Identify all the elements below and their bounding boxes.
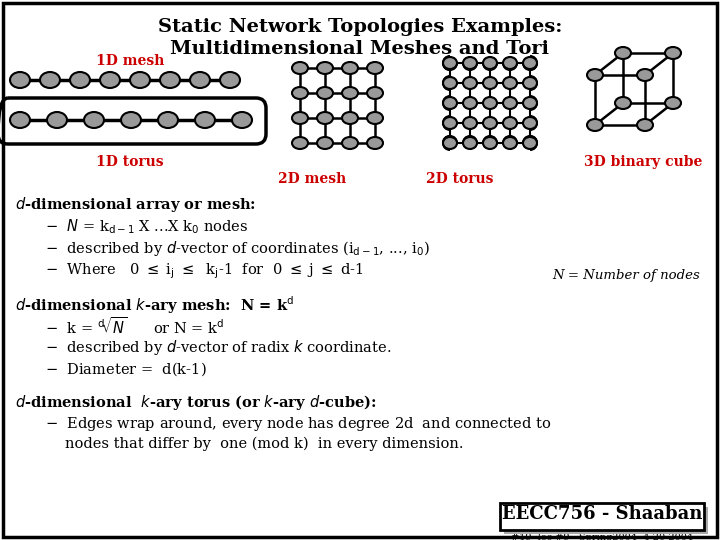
- Text: 2D mesh: 2D mesh: [278, 172, 346, 186]
- Text: #19  lec #9   Spring2004  4-20-2004: #19 lec #9 Spring2004 4-20-2004: [511, 533, 693, 540]
- Ellipse shape: [292, 87, 308, 99]
- Ellipse shape: [342, 87, 358, 99]
- Text: $\mathit{d}$-dimensional array or mesh:: $\mathit{d}$-dimensional array or mesh:: [15, 195, 256, 214]
- Ellipse shape: [523, 77, 537, 89]
- Ellipse shape: [443, 57, 457, 69]
- Ellipse shape: [483, 97, 497, 109]
- Ellipse shape: [84, 112, 104, 128]
- Ellipse shape: [523, 57, 537, 69]
- Ellipse shape: [463, 77, 477, 89]
- Ellipse shape: [367, 87, 383, 99]
- Text: 1D torus: 1D torus: [96, 155, 164, 169]
- Ellipse shape: [158, 112, 178, 128]
- Ellipse shape: [637, 69, 653, 81]
- Text: $\mathit{d}$-dimensional $\mathit{k}$-ary mesh:  N = k$^\mathrm{d}$: $\mathit{d}$-dimensional $\mathit{k}$-ar…: [15, 294, 294, 316]
- Ellipse shape: [483, 117, 497, 129]
- Text: 3D binary cube: 3D binary cube: [584, 155, 702, 169]
- Ellipse shape: [463, 57, 477, 69]
- Ellipse shape: [40, 72, 60, 88]
- Ellipse shape: [317, 137, 333, 149]
- Text: $-$  described by $\mathit{d}$-vector of coordinates (i$_{\mathrm{d-1}}$, ..., i: $-$ described by $\mathit{d}$-vector of …: [45, 239, 430, 258]
- Ellipse shape: [367, 112, 383, 124]
- Text: Multidimensional Meshes and Tori: Multidimensional Meshes and Tori: [171, 40, 549, 58]
- Ellipse shape: [292, 137, 308, 149]
- Text: $-$  Where   0 $\leq$ i$_\mathrm{j}$ $\leq$  k$_\mathrm{j}$-1  for  0 $\leq$ j $: $-$ Where 0 $\leq$ i$_\mathrm{j}$ $\leq$…: [45, 261, 364, 281]
- Text: $-$  described by $\mathit{d}$-vector of radix $\mathit{k}$ coordinate.: $-$ described by $\mathit{d}$-vector of …: [45, 338, 391, 357]
- Ellipse shape: [443, 77, 457, 89]
- Ellipse shape: [587, 119, 603, 131]
- Ellipse shape: [160, 72, 180, 88]
- Ellipse shape: [503, 117, 517, 129]
- Ellipse shape: [342, 62, 358, 74]
- Ellipse shape: [443, 117, 457, 129]
- Ellipse shape: [503, 97, 517, 109]
- Ellipse shape: [463, 117, 477, 129]
- Text: Static Network Topologies Examples:: Static Network Topologies Examples:: [158, 18, 562, 36]
- Ellipse shape: [637, 119, 653, 131]
- Ellipse shape: [121, 112, 141, 128]
- Ellipse shape: [665, 97, 681, 109]
- Text: 1D mesh: 1D mesh: [96, 54, 164, 68]
- Ellipse shape: [523, 97, 537, 109]
- Ellipse shape: [587, 69, 603, 81]
- Ellipse shape: [130, 72, 150, 88]
- Text: $-$  Diameter =  d(k-1): $-$ Diameter = d(k-1): [45, 360, 207, 377]
- Ellipse shape: [70, 72, 90, 88]
- Ellipse shape: [443, 97, 457, 109]
- Ellipse shape: [367, 62, 383, 74]
- Ellipse shape: [10, 72, 30, 88]
- Ellipse shape: [503, 137, 517, 149]
- Text: N = Number of nodes: N = Number of nodes: [552, 269, 700, 282]
- Ellipse shape: [483, 57, 497, 69]
- Ellipse shape: [292, 112, 308, 124]
- Ellipse shape: [232, 112, 252, 128]
- Ellipse shape: [317, 62, 333, 74]
- Ellipse shape: [523, 137, 537, 149]
- Ellipse shape: [503, 57, 517, 69]
- Ellipse shape: [483, 77, 497, 89]
- Ellipse shape: [665, 47, 681, 59]
- Ellipse shape: [367, 137, 383, 149]
- Ellipse shape: [220, 72, 240, 88]
- Ellipse shape: [10, 112, 30, 128]
- Ellipse shape: [342, 112, 358, 124]
- Ellipse shape: [317, 87, 333, 99]
- Ellipse shape: [195, 112, 215, 128]
- Ellipse shape: [615, 97, 631, 109]
- Text: 2D torus: 2D torus: [426, 172, 494, 186]
- Text: EECC756 - Shaaban: EECC756 - Shaaban: [502, 505, 702, 523]
- Ellipse shape: [523, 117, 537, 129]
- Text: nodes that differ by  one (mod k)  in every dimension.: nodes that differ by one (mod k) in ever…: [65, 437, 464, 451]
- Ellipse shape: [443, 137, 457, 149]
- Bar: [500, 503, 704, 530]
- Text: $\mathit{d}$-dimensional  $\mathit{k}$-ary torus (or $\mathit{k}$-ary $\mathit{d: $\mathit{d}$-dimensional $\mathit{k}$-ar…: [15, 393, 377, 412]
- Text: $-$  $N$ = k$_{\mathrm{d-1}}$ X ...X k$_\mathrm{0}$ nodes: $-$ $N$ = k$_{\mathrm{d-1}}$ X ...X k$_\…: [45, 217, 248, 235]
- Ellipse shape: [342, 137, 358, 149]
- Ellipse shape: [463, 97, 477, 109]
- Ellipse shape: [292, 62, 308, 74]
- Ellipse shape: [100, 72, 120, 88]
- Text: $-$  Edges wrap around, every node has degree 2d  and connected to: $-$ Edges wrap around, every node has de…: [45, 415, 552, 433]
- Ellipse shape: [317, 112, 333, 124]
- Ellipse shape: [463, 137, 477, 149]
- Ellipse shape: [47, 112, 67, 128]
- Bar: [504, 507, 708, 534]
- Ellipse shape: [190, 72, 210, 88]
- Ellipse shape: [615, 47, 631, 59]
- Ellipse shape: [483, 137, 497, 149]
- Text: $-$  k = $^\mathrm{d}\!\sqrt{N}$      or N = k$^\mathrm{d}$: $-$ k = $^\mathrm{d}\!\sqrt{N}$ or N = k…: [45, 316, 225, 337]
- Ellipse shape: [503, 77, 517, 89]
